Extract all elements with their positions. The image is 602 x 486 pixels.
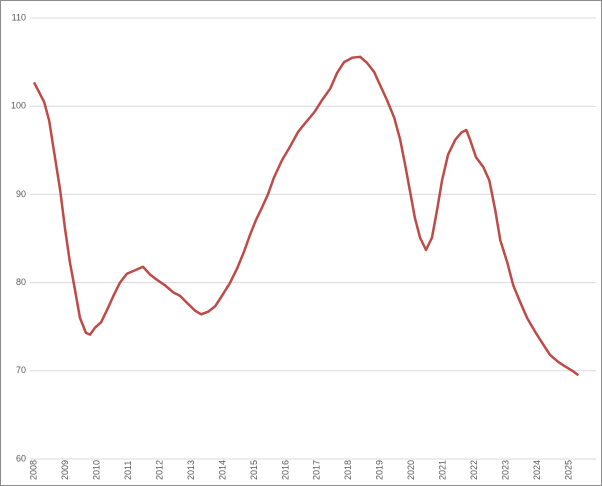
y-tick-label: 60 — [16, 453, 26, 463]
x-tick-label: 2009 — [60, 460, 70, 480]
x-tick-label: 2022 — [469, 460, 479, 480]
x-tick-label: 2023 — [501, 460, 511, 480]
x-tick-label: 2016 — [280, 460, 290, 480]
x-tick-label: 2011 — [123, 461, 133, 480]
x-tick-label: 2008 — [28, 460, 38, 480]
y-tick-label: 110 — [12, 12, 26, 22]
x-tick-label: 2018 — [343, 460, 353, 480]
x-tick-label: 2013 — [186, 460, 196, 480]
x-tick-label: 2025 — [564, 460, 574, 480]
x-tick-label: 2014 — [217, 460, 227, 480]
x-tick-label: 2021 — [438, 460, 448, 480]
x-tick-label: 2019 — [375, 460, 385, 480]
x-tick-label: 2015 — [249, 460, 259, 480]
x-tick-label: 2017 — [312, 460, 322, 480]
line-series — [32, 55, 580, 377]
x-tick-label: 2020 — [406, 460, 416, 480]
y-tick-label: 100 — [11, 101, 26, 111]
x-tick-label: 2012 — [154, 460, 164, 480]
x-tick-label: 2010 — [91, 460, 101, 480]
x-tick-label: 2024 — [532, 460, 542, 480]
y-tick-label: 90 — [16, 189, 26, 199]
y-tick-label: 70 — [16, 365, 26, 375]
y-tick-label: 80 — [16, 277, 26, 287]
